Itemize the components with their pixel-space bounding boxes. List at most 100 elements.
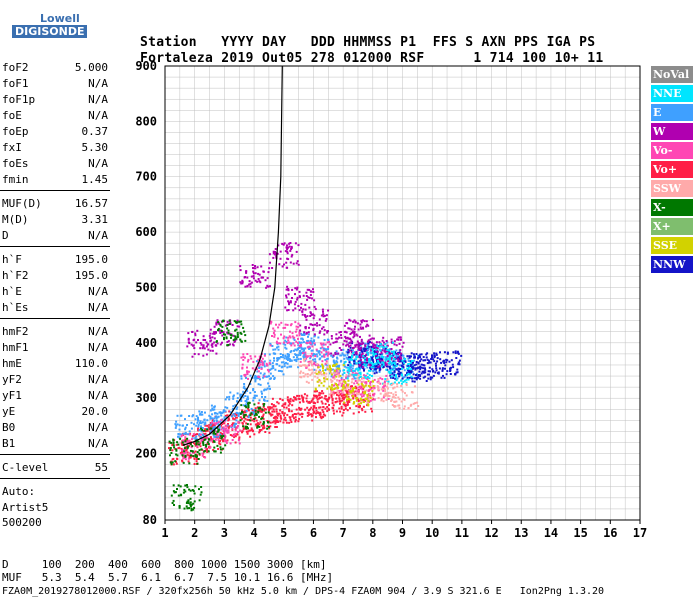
echo-point [262,413,265,416]
x-tick-label: 11 [455,526,469,540]
echo-point [304,347,307,350]
echo-point [185,448,188,451]
echo-point [307,333,310,336]
echo-point [319,342,322,345]
echo-point [309,342,312,345]
echo-point [307,296,310,299]
echo-point [290,248,293,250]
echo-point [229,333,232,336]
echo-point [377,387,380,390]
echo-point [349,349,351,352]
echo-point [260,417,263,420]
echo-point [390,375,393,378]
echo-point [381,378,384,381]
echo-point [322,384,325,387]
echo-point [210,404,213,407]
echo-point [367,345,370,348]
echo-point [343,380,346,383]
echo-point [194,433,197,436]
echo-point [257,411,260,414]
echo-point [344,393,346,396]
echo-point [359,359,362,362]
echo-point [307,413,310,416]
param-name: MUF(D) [2,197,42,210]
echo-point [249,282,252,285]
echo-point [294,321,297,324]
echo-point [381,387,384,390]
echo-point [317,373,320,376]
echo-point [358,368,361,371]
echo-point [185,505,188,508]
echo-point [319,411,322,414]
echo-point [209,409,212,412]
echo-point [216,420,219,423]
echo-point [310,400,313,403]
echo-point [380,365,383,368]
echo-point [295,349,298,352]
echo-point [285,356,288,359]
y-tick-label: 400 [135,336,157,350]
param-name: fmin [2,173,29,186]
echo-point [346,377,349,380]
echo-point [390,384,393,386]
echo-point [211,349,214,352]
echo-point [249,429,252,432]
echo-point [259,372,262,375]
echo-point [269,372,272,375]
echo-point [348,372,350,375]
echo-point [305,357,308,360]
echo-point [227,423,229,425]
echo-point [272,332,275,334]
echo-point [231,427,234,430]
echo-point [186,500,189,503]
echo-point [279,250,282,253]
echo-point [306,414,309,417]
echo-point [342,396,345,399]
header-label-ps: PS [579,35,596,50]
header-label-yyyy: YYYY [221,35,254,50]
echo-point [217,321,220,324]
echo-point [260,424,263,427]
echo-point [246,389,249,392]
echo-point [243,420,246,423]
echo-point [295,398,298,401]
echo-point [407,359,410,362]
echo-point [230,426,233,428]
echo-point [446,351,449,354]
echo-point [214,416,217,419]
echo-point [273,410,276,413]
echo-point [239,269,242,272]
echo-point [342,348,345,351]
echo-point [352,375,355,378]
echo-point [308,341,311,344]
echo-point [215,430,218,433]
echo-point [256,426,259,429]
echo-point [299,345,302,348]
echo-point [373,385,376,387]
echo-point [227,329,230,332]
echo-point [250,357,253,360]
echo-point [304,354,307,357]
echo-point [197,416,199,419]
echo-point [227,417,230,420]
echo-point [235,321,238,324]
echo-point [359,366,362,369]
echo-point [442,360,445,363]
echo-point [379,349,382,352]
echo-point [264,396,267,398]
echo-point [337,373,340,376]
echo-point [314,395,317,398]
echo-point [329,343,332,346]
echo-point [445,361,448,364]
echo-point [337,392,340,395]
echo-point [273,329,276,332]
echo-point [311,371,314,374]
echo-point [375,354,378,357]
echo-point [249,374,252,377]
echo-point [407,378,410,381]
echo-point [251,409,254,412]
echo-point [436,357,439,360]
echo-point [369,388,372,391]
echo-point [293,303,296,306]
echo-point [220,414,223,417]
